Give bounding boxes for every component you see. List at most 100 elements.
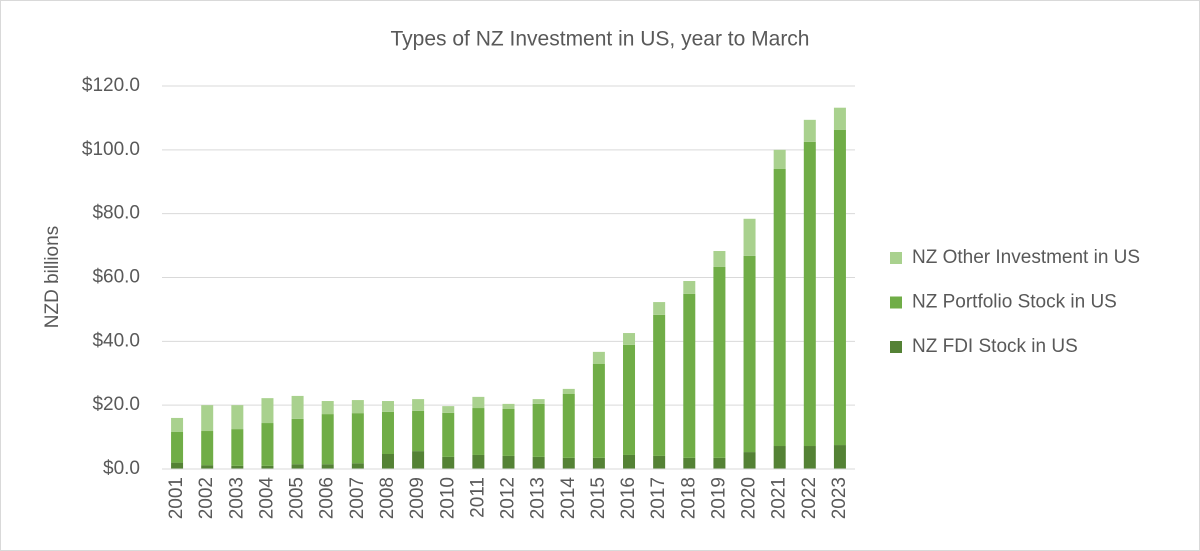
bar-segment [351, 413, 364, 464]
legend-swatch [890, 341, 902, 353]
bar-segment [381, 401, 394, 412]
x-tick-label: 2019 [708, 477, 729, 519]
bar-segment [412, 410, 425, 452]
x-tick-label: 2016 [618, 477, 639, 519]
x-tick-label: 2012 [498, 477, 519, 519]
bar-segment [653, 314, 666, 456]
x-tick-label: 2006 [317, 477, 338, 519]
bar-segment [442, 406, 455, 413]
x-tick-label: 2013 [528, 477, 549, 519]
bar-segment [743, 218, 756, 256]
x-tick-label: 2004 [256, 477, 277, 520]
bar-segment [532, 403, 545, 457]
x-tick-label: 2005 [287, 477, 308, 519]
y-tick-label: $60.0 [92, 267, 140, 288]
bar-segment [381, 453, 394, 469]
bar-segment [472, 454, 485, 469]
bar-segment [442, 412, 455, 457]
y-tick-label: $40.0 [92, 330, 140, 351]
y-tick-label: $80.0 [92, 203, 140, 224]
bar-segment [201, 405, 214, 432]
bar-segment [412, 451, 425, 469]
bar-segment [683, 293, 696, 458]
bar-segment [261, 398, 274, 424]
bar-segment [562, 457, 575, 469]
bar-segment [291, 464, 304, 469]
legend-label: NZ FDI Stock in US [912, 336, 1078, 357]
x-tick-label: 2003 [226, 477, 247, 519]
bar-segment [502, 455, 515, 469]
bar-segment [833, 129, 846, 446]
bar-segment [833, 107, 846, 130]
x-tick-label: 2002 [196, 477, 217, 519]
bar-segment [683, 457, 696, 469]
bar-segment [321, 401, 334, 415]
y-tick-label: $0.0 [103, 458, 140, 479]
bar-segment [653, 455, 666, 469]
x-tick-label: 2001 [166, 477, 187, 519]
bar-segment [291, 418, 304, 465]
bar-segment [532, 456, 545, 469]
x-tick-label: 2007 [347, 477, 368, 519]
bar-segment [773, 446, 786, 469]
bar-segment [833, 445, 846, 469]
chart-title: Types of NZ Investment in US, year to Ma… [391, 28, 810, 51]
bar-segment [261, 465, 274, 469]
bar-segment [291, 395, 304, 419]
bar-segment [592, 351, 605, 364]
bar-segment [171, 431, 184, 463]
bar-segment [231, 429, 244, 466]
x-tick-label: 2008 [377, 477, 398, 519]
y-axis-title: NZD billions [42, 226, 63, 328]
bar-segment [201, 465, 214, 469]
legend-swatch [890, 296, 902, 309]
x-tick-label: 2018 [678, 477, 699, 519]
bar-segment [773, 168, 786, 447]
bar-segment [592, 457, 605, 469]
y-tick-label: $120.0 [82, 75, 140, 96]
x-tick-label: 2015 [588, 477, 609, 519]
bar-segment [623, 333, 636, 345]
x-tick-label: 2022 [799, 477, 820, 519]
bar-segment [683, 281, 696, 294]
bar-segment [351, 463, 364, 469]
bar-segment [773, 149, 786, 169]
x-tick-label: 2020 [739, 477, 760, 519]
x-tick-label: 2011 [467, 477, 488, 518]
bar-segment [562, 388, 575, 394]
bar-segment [713, 457, 726, 469]
bar-segment [532, 399, 545, 404]
bar-segment [743, 255, 756, 453]
y-tick-label: $100.0 [82, 139, 140, 160]
bar-segment [502, 403, 515, 409]
bar-segment [261, 423, 274, 466]
bar-segment [472, 408, 485, 455]
bar-segment [231, 405, 244, 430]
bar-segment [592, 363, 605, 458]
x-tick-label: 2009 [407, 477, 428, 519]
bar-segment [653, 302, 666, 315]
bar-segment [442, 456, 455, 469]
x-tick-label: 2023 [829, 477, 850, 519]
bar-segment [502, 408, 515, 456]
bar-segment [562, 393, 575, 458]
x-tick-label: 2010 [437, 477, 458, 519]
bar-segment [321, 414, 334, 465]
bar-segment [713, 251, 726, 267]
x-tick-label: 2017 [648, 477, 669, 519]
bar-segment [472, 396, 485, 409]
bar-segment [171, 417, 184, 432]
bar-segment [803, 446, 816, 469]
bar-segment [381, 411, 394, 454]
x-tick-label: 2014 [558, 477, 579, 520]
bar-segment [201, 431, 214, 466]
bar-segment [623, 454, 636, 469]
bar-segment [412, 399, 425, 411]
bar-segment [171, 462, 184, 469]
bar-segment [321, 464, 334, 469]
legend-swatch [890, 252, 902, 264]
legend-label: NZ Other Investment in US [912, 247, 1140, 268]
y-tick-label: $20.0 [92, 394, 140, 415]
bar-segment [231, 465, 244, 469]
